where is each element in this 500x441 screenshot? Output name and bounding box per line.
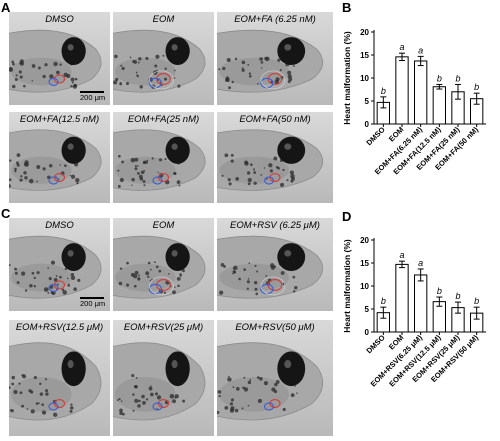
scale-bar-label: 200 μm	[80, 299, 106, 308]
panel-c-image-label: EOM+RSV(50 μM)	[235, 322, 315, 333]
bar	[395, 56, 409, 125]
significance-letter: a	[418, 258, 423, 268]
panel-a-micrograph: EOM+FA(50 nM)	[217, 112, 333, 203]
panel-c-micrograph: EOM	[113, 218, 214, 311]
y-tick-label: 0	[365, 328, 370, 337]
panel-c-micrograph: EOM+RSV(25 μM)	[113, 320, 214, 436]
significance-letter: a	[418, 45, 423, 55]
y-tick-label: 20	[360, 28, 369, 37]
panel-a-image-label: EOM+FA (6.25 nM)	[234, 14, 316, 25]
significance-letter: b	[437, 286, 442, 296]
panel-letter-c: C	[1, 206, 11, 221]
panel-a-micrograph: EOM+FA (6.25 nM)	[217, 12, 333, 105]
panel-c-image-label: EOM+RSV (6.25 μM)	[230, 220, 320, 231]
panel-a-image-label: EOM+FA(12.5 nM)	[19, 114, 100, 125]
zebrafish-embryo-image	[9, 218, 110, 311]
y-axis-label: Heart malformation (%)	[342, 239, 352, 333]
chart-b-svg: Heart malformation (%) 05101520bDMSOaEOMa…	[342, 28, 486, 176]
y-axis-label: Heart malformation (%)	[342, 31, 352, 125]
panel-a-micrograph: DMSO	[9, 12, 110, 105]
significance-letter: b	[474, 296, 479, 306]
bar	[395, 263, 409, 333]
y-tick-label: 10	[360, 74, 369, 83]
panel-c-micrograph: DMSO	[9, 218, 110, 311]
significance-letter: b	[381, 86, 386, 96]
scale-bar-line	[80, 91, 104, 93]
panel-letter-d: D	[342, 209, 352, 224]
panel-a-micrograph: EOM	[113, 12, 214, 105]
chart-d-svg: Heart malformation (%) 05101520bDMSOaEOMa…	[342, 236, 486, 388]
zebrafish-embryo-image	[113, 320, 214, 436]
panel-a-image-label: EOM+FA(25 nM)	[127, 114, 200, 125]
zebrafish-embryo-image	[9, 320, 110, 436]
significance-letter: a	[399, 42, 404, 52]
panel-letter-a: A	[1, 0, 11, 15]
significance-letter: b	[474, 82, 479, 92]
bar	[414, 274, 428, 333]
y-tick-label: 15	[360, 259, 369, 268]
y-tick-label: 20	[360, 236, 369, 245]
panel-c-micrograph: EOM+RSV(50 μM)	[217, 320, 333, 436]
zebrafish-embryo-image	[113, 112, 214, 203]
bar	[432, 86, 446, 125]
y-tick-label: 5	[365, 97, 370, 106]
panel-a-micrograph: EOM+FA(12.5 nM)	[9, 112, 110, 203]
zebrafish-embryo-image	[217, 218, 333, 311]
heart-malformation-chart-fa: Heart malformation (%) 0 5 10 15 20 b DMSO a EOM a…	[340, 14, 500, 202]
zebrafish-embryo-image	[113, 218, 214, 311]
zebrafish-embryo-image	[9, 112, 110, 203]
significance-letter: b	[455, 291, 460, 301]
y-tick-label: 15	[360, 51, 369, 60]
panel-c-image-label: EOM+RSV(12.5 μM)	[15, 322, 104, 333]
scale-bar-line	[80, 297, 104, 299]
panel-letter-b: B	[342, 0, 352, 15]
panel-c-image-label: EOM	[152, 220, 175, 231]
significance-letter: b	[437, 73, 442, 83]
panel-a-image-label: EOM	[152, 14, 175, 25]
significance-letter: a	[399, 250, 404, 260]
significance-letter: b	[455, 73, 460, 83]
zebrafish-embryo-image	[217, 320, 333, 436]
y-tick-label: 10	[360, 282, 369, 291]
panel-a-micrograph: EOM+FA(25 nM)	[113, 112, 214, 203]
zebrafish-embryo-image	[217, 12, 333, 105]
bar	[414, 60, 428, 125]
panel-c-image-label: DMSO	[45, 220, 74, 231]
panel-c-micrograph: EOM+RSV (6.25 μM)	[217, 218, 333, 311]
zebrafish-embryo-image	[113, 12, 214, 105]
y-tick-label: 0	[365, 120, 370, 129]
panel-a-image-label: DMSO	[45, 14, 74, 25]
significance-letter: b	[381, 296, 386, 306]
panel-c-image-label: EOM+RSV(25 μM)	[123, 322, 204, 333]
scale-bar-label: 200 μm	[80, 93, 106, 102]
zebrafish-embryo-image	[217, 112, 333, 203]
panel-a-image-label: EOM+FA(50 nM)	[239, 114, 311, 125]
panel-c-micrograph: EOM+RSV(12.5 μM)	[9, 320, 110, 436]
zebrafish-embryo-image	[9, 12, 110, 105]
y-tick-label: 5	[365, 305, 370, 314]
heart-malformation-chart-rsv: Heart malformation (%) 0 5 10 15 20 b DMSO a EOM a…	[340, 222, 500, 436]
